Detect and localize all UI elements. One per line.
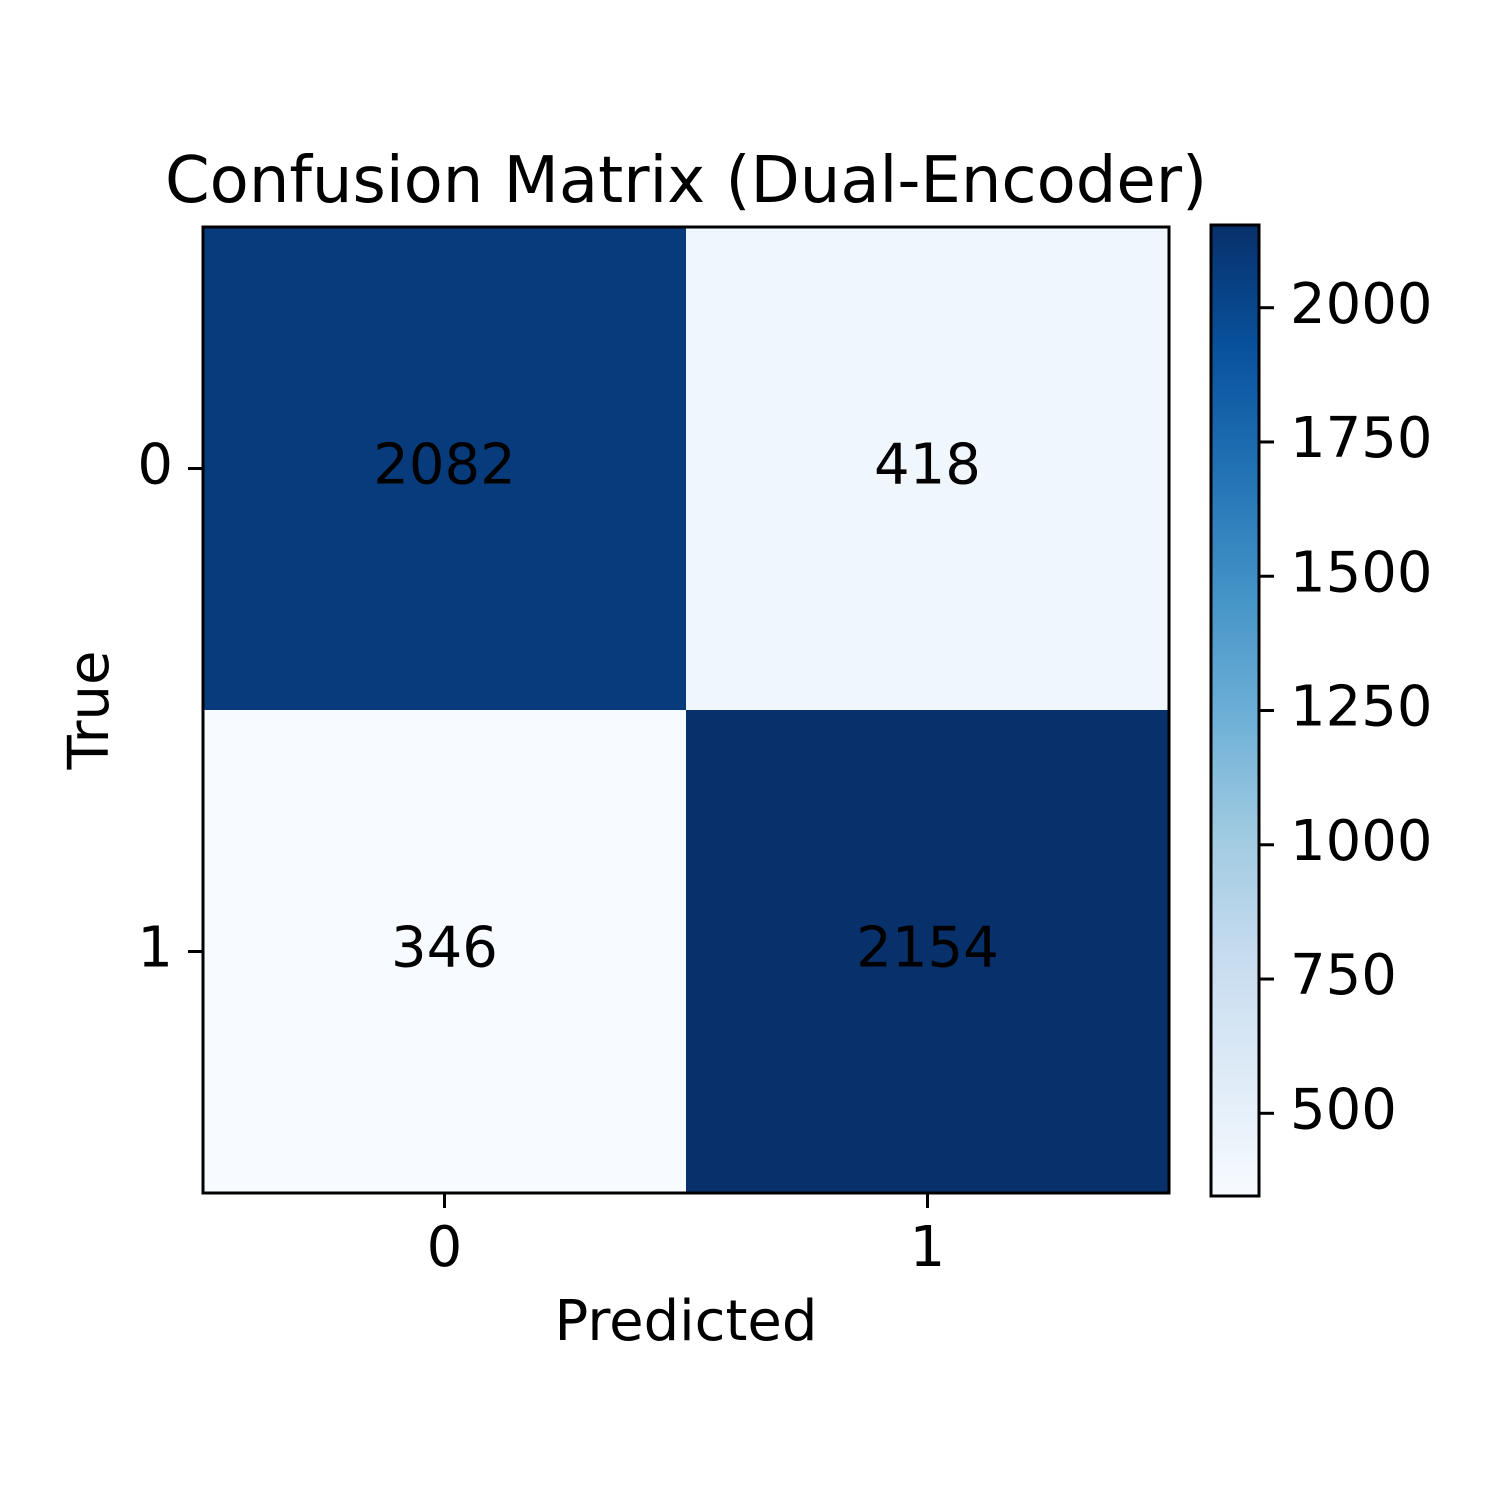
heatmap-cell-0-0 — [203, 227, 686, 710]
cell-value-label-0-1: 418 — [874, 433, 981, 498]
heatmap-cell-1-0 — [203, 710, 686, 1193]
y-axis-label: True — [57, 651, 122, 771]
y-axis-ticks: 01 — [137, 433, 203, 981]
x-tick-label-0: 0 — [427, 1215, 463, 1280]
colorbar-tick-label-6: 2000 — [1290, 272, 1433, 337]
cell-value-label-0-0: 2082 — [373, 433, 516, 498]
chart-title: Confusion Matrix (Dual-Encoder) — [165, 144, 1207, 218]
cell-value-label-1-0: 346 — [391, 916, 498, 981]
heatmap-cell-0-1 — [686, 227, 1169, 710]
colorbar — [1211, 225, 1259, 1196]
plot-frame — [201, 225, 1171, 1195]
x-axis-label: Predicted — [555, 1289, 818, 1354]
y-tick-label-1: 1 — [137, 916, 173, 981]
cell-value-label-1-1: 2154 — [856, 916, 999, 981]
heatmap-cell-1-1 — [686, 710, 1169, 1193]
heatmap-cell-labels: 2082 418 346 2154 — [373, 433, 999, 981]
colorbar-tick-label-3: 1250 — [1290, 675, 1433, 740]
colorbar-tick-label-5: 1750 — [1290, 406, 1433, 471]
heatmap-cells — [203, 227, 1169, 1193]
colorbar-tick-label-2: 1000 — [1290, 809, 1433, 874]
colorbar-tick-label-1: 750 — [1290, 943, 1397, 1008]
colorbar-tick-label-4: 1500 — [1290, 540, 1433, 605]
y-tick-label-0: 0 — [137, 433, 173, 498]
colorbar-tick-label-0: 500 — [1290, 1077, 1397, 1142]
colorbar-ticks: 500 750 1000 1250 1500 1750 2000 — [1259, 272, 1433, 1142]
x-tick-label-1: 1 — [910, 1215, 946, 1280]
